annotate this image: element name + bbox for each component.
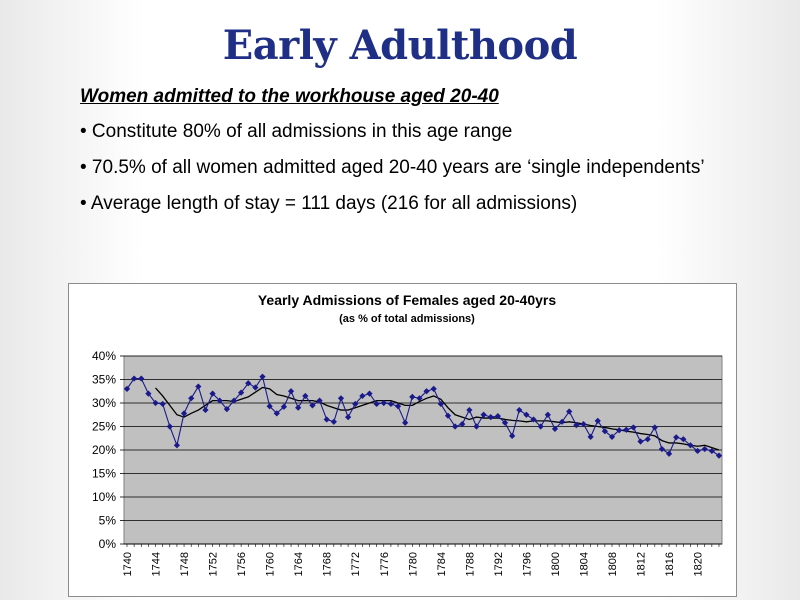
bullet-item: • Average length of stay = 111 days (216… [80,193,578,214]
data-point [501,419,509,426]
y-tick-label: 15% [92,467,116,481]
data-point [366,390,373,397]
chart-subtitle: (as % of total admissions) [339,313,475,325]
x-tick-label: 1744 [151,552,163,576]
x-tick-label: 1748 [179,552,191,576]
data-point [209,390,216,397]
x-tick-label: 1784 [436,552,448,576]
bullet-list: Women admitted to the workhouse aged 20-… [80,86,740,228]
bullet-item: • 70.5% of all women admitted aged 20-40… [80,157,705,178]
x-tick-label: 1796 [521,552,533,576]
data-point [159,400,166,408]
y-tick-label: 10% [92,490,116,504]
data-point [166,423,173,430]
data-point [316,397,323,404]
subheading: Women admitted to the workhouse aged 20-… [80,86,499,107]
plot-area: 0% 5% 10% 15% 20% 25% 30% 35% 40% 1740 1744 1748 175… [92,349,723,576]
data-point [551,425,559,432]
x-tick-label: 1772 [350,552,362,576]
y-tick-label: 25% [92,420,116,434]
x-tick-label: 1760 [265,552,277,576]
x-tick-label: 1780 [407,552,419,576]
y-tick-label: 40% [92,349,116,363]
data-point [180,410,188,417]
data-point [138,375,145,382]
x-tick-label: 1764 [293,552,305,576]
y-tick-label: 35% [92,373,116,387]
x-tick-label: 1804 [578,552,590,576]
x-tick-label: 1788 [464,552,476,576]
data-point [238,389,245,396]
chart-frame: Yearly Admissions of Females aged 20-40y… [68,283,737,597]
x-tick-label: 1812 [636,552,648,576]
x-tick-label: 1808 [607,552,619,576]
data-point [344,413,352,421]
x-tick-label: 1740 [122,552,134,576]
x-tick-label: 1752 [208,552,220,576]
admissions-chart: Yearly Admissions of Females aged 20-40y… [92,292,723,576]
slide-title: Early Adulthood [222,22,578,69]
x-tick-label: 1800 [550,552,562,576]
y-tick-label: 5% [99,514,117,528]
x-tick-label: 1820 [693,552,705,576]
x-tick-label: 1792 [493,552,505,576]
data-point [230,397,238,404]
data-point [287,388,295,395]
data-point [152,399,159,407]
x-tick-label: 1768 [322,552,334,576]
x-tick-label: 1756 [236,552,248,576]
data-point [216,397,223,404]
x-tick-label: 1776 [379,552,391,576]
data-point [487,413,494,421]
bullet-item: • Constitute 80% of all admissions in th… [80,121,513,142]
x-tick-label: 1816 [664,552,676,576]
y-tick-label: 20% [92,443,116,457]
y-tick-label: 0% [99,537,117,551]
chart-title: Yearly Admissions of Females aged 20-40y… [258,292,557,308]
data-point [608,433,616,440]
y-tick-label: 30% [92,396,116,410]
